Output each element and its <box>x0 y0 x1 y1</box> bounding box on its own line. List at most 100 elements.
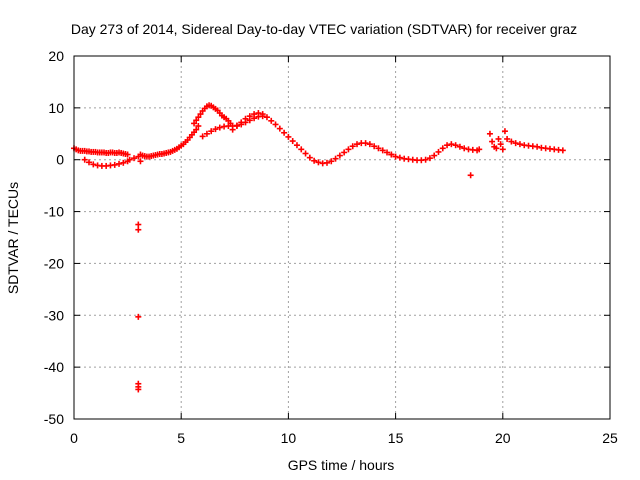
x-tick-label: 10 <box>281 430 297 446</box>
data-point <box>493 145 500 152</box>
data-point <box>422 156 429 163</box>
data-point <box>439 145 446 152</box>
data-point <box>366 141 373 148</box>
data-point <box>495 135 502 142</box>
data-point <box>486 130 493 137</box>
x-tick-label: 25 <box>602 430 618 446</box>
data-point <box>448 141 455 148</box>
data-point <box>467 172 474 179</box>
data-point <box>255 110 262 117</box>
data-point <box>499 146 506 153</box>
data-point <box>208 128 215 135</box>
data-point <box>116 160 123 167</box>
data-point <box>306 154 313 161</box>
data-point <box>456 143 463 150</box>
y-tick-label: -10 <box>44 204 64 220</box>
x-axis-label: GPS time / hours <box>288 457 395 473</box>
y-tick-label: -20 <box>44 255 64 271</box>
data-point <box>111 161 118 168</box>
data-point <box>375 145 382 152</box>
x-tick-label: 0 <box>70 430 78 446</box>
data-point <box>315 159 322 166</box>
data-point <box>120 159 127 166</box>
y-tick-labels: 20 10 0 -10 -20 -30 -40 -50 <box>44 48 64 427</box>
data-point <box>388 151 395 158</box>
plot-border <box>73 55 611 420</box>
y-tick-label: 20 <box>48 48 64 64</box>
data-point <box>212 126 219 133</box>
data-point <box>293 142 300 149</box>
data-point <box>379 147 386 154</box>
data-point <box>135 313 142 320</box>
data-point <box>281 129 288 136</box>
data-point <box>508 138 515 145</box>
data-point <box>489 138 496 145</box>
data-point <box>497 141 504 148</box>
data-point <box>431 152 438 159</box>
data-point <box>362 140 369 147</box>
data-point <box>268 117 275 124</box>
data-point <box>345 146 352 153</box>
data-point <box>323 159 330 166</box>
data-point <box>504 135 511 142</box>
data-point <box>199 133 206 140</box>
data-point <box>193 117 200 124</box>
axis-ticks <box>73 55 611 420</box>
data-point <box>197 111 204 118</box>
data-point <box>216 124 223 131</box>
data-point <box>534 143 541 150</box>
data-point <box>131 155 138 162</box>
data-point <box>341 149 348 156</box>
data-point <box>135 226 142 233</box>
data-point <box>86 159 93 166</box>
data-point <box>354 141 361 148</box>
data-point <box>263 114 270 121</box>
y-tick-label: -30 <box>44 307 64 323</box>
y-tick-label: 10 <box>48 100 64 116</box>
data-point <box>233 123 240 130</box>
data-point <box>371 143 378 150</box>
data-point <box>276 125 283 132</box>
data-point <box>289 138 296 145</box>
data-points <box>71 102 566 393</box>
data-point <box>81 156 88 163</box>
data-point <box>302 150 309 157</box>
data-point <box>461 145 468 152</box>
data-point <box>452 142 459 149</box>
data-point <box>392 153 399 160</box>
data-point <box>435 148 442 155</box>
data-point <box>384 149 391 156</box>
data-point <box>90 161 97 168</box>
x-tick-label: 20 <box>495 430 511 446</box>
data-point <box>203 130 210 137</box>
data-point <box>426 155 433 162</box>
data-point <box>349 143 356 150</box>
data-point <box>272 121 279 128</box>
data-point <box>516 141 523 148</box>
data-point <box>229 126 236 133</box>
data-point <box>259 111 266 118</box>
data-point <box>246 113 253 120</box>
data-point <box>137 158 144 165</box>
x-tick-label: 5 <box>177 430 185 446</box>
data-point <box>444 142 451 149</box>
y-axis-label: SDTVAR / TECUs <box>5 182 21 294</box>
data-point <box>559 147 566 154</box>
data-point <box>135 221 142 228</box>
data-point <box>124 151 131 158</box>
data-point <box>332 155 339 162</box>
data-point <box>135 386 142 393</box>
data-point <box>501 128 508 135</box>
data-point <box>285 133 292 140</box>
data-point <box>251 111 258 118</box>
x-tick-labels: 0 5 10 15 20 25 <box>70 430 618 446</box>
data-point <box>298 146 305 153</box>
data-point <box>238 119 245 126</box>
data-point <box>126 156 133 163</box>
grid <box>74 56 610 419</box>
y-tick-label: -50 <box>44 411 64 427</box>
data-point <box>193 126 200 133</box>
data-point <box>396 154 403 161</box>
data-point <box>191 120 198 127</box>
